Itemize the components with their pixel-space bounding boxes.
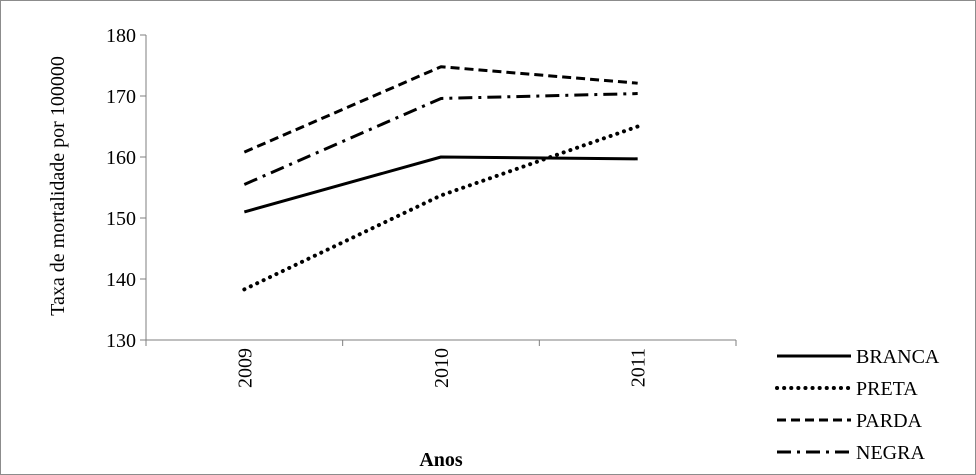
x-tick-label: 2011 — [628, 348, 650, 387]
series-group — [242, 65, 640, 292]
legend-label-branca: BRANCA — [856, 346, 940, 368]
axes-group: 130 140 150 160 170 180 2009 2010 2011 — [106, 25, 737, 388]
y-tick-label: 180 — [106, 25, 136, 47]
legend-label-preta: PRETA — [856, 378, 918, 400]
x-tick-label: 2010 — [431, 348, 453, 388]
y-axis-title: Taxa de mortalidade por 100000 — [47, 56, 69, 316]
series-line-branca — [243, 155, 638, 214]
legend-label-parda: PARDA — [856, 410, 923, 432]
series-line-preta — [242, 124, 640, 292]
x-axis-title: Anos — [419, 449, 463, 471]
y-tick-label: 150 — [106, 208, 136, 230]
x-tick-label: 2009 — [234, 348, 256, 388]
legend-label-negra: NEGRA — [856, 442, 925, 464]
y-tick-label: 140 — [106, 269, 136, 291]
y-tick-label: 130 — [106, 330, 136, 352]
legend: BRANCA PRETA PARDA NEGRA — [775, 346, 940, 464]
series-line-negra — [243, 92, 638, 186]
series-line-parda — [243, 65, 638, 154]
y-tick-label: 170 — [106, 86, 136, 108]
y-tick-label: 160 — [106, 147, 136, 169]
